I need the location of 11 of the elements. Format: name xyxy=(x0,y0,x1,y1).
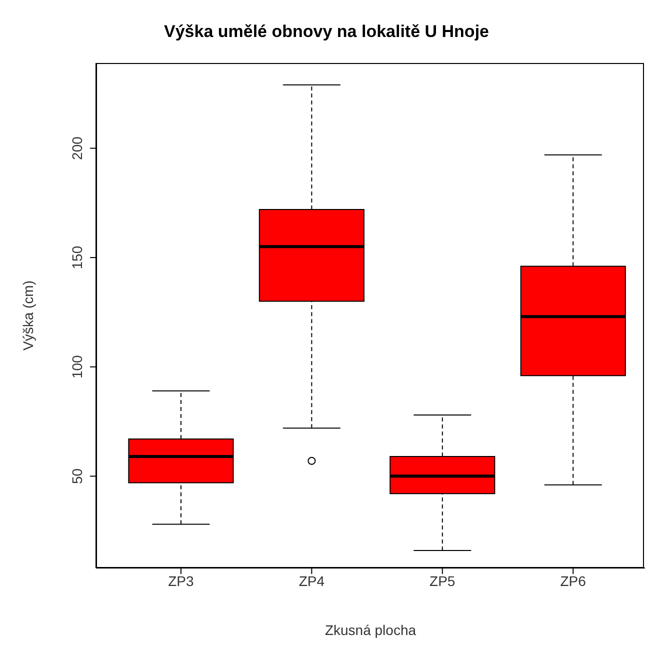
y-tick-label: 200 xyxy=(69,136,85,160)
x-axis-title: Zkusná plocha xyxy=(324,622,416,638)
x-tick-label: ZP3 xyxy=(168,572,194,589)
chart-title: Výška umělé obnovy na lokalitě U Hnoje xyxy=(163,22,490,42)
y-axis-title: Výška (cm) xyxy=(20,280,36,350)
y-tick-label: 100 xyxy=(69,354,85,379)
y-tick-label: 150 xyxy=(69,246,85,270)
x-tick-label: ZP6 xyxy=(560,572,586,589)
x-tick-label: ZP5 xyxy=(430,572,456,589)
y-tick-label: 50 xyxy=(69,468,85,484)
x-tick-label: ZP4 xyxy=(298,572,325,589)
